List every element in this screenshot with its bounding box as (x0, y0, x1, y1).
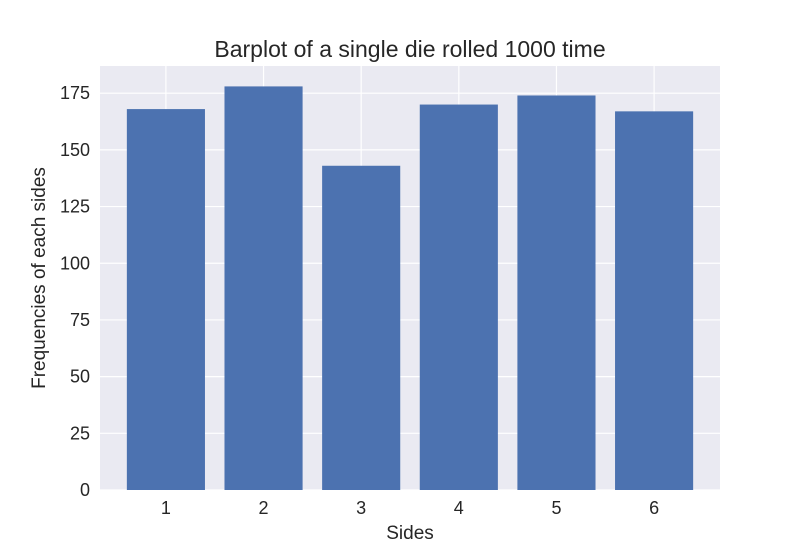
y-tick-label: 150 (60, 140, 90, 160)
y-tick-label: 100 (60, 253, 90, 273)
x-tick-label: 5 (551, 498, 561, 518)
y-tick-label: 75 (70, 310, 90, 330)
y-axis-ticks: 0 25 50 75 100 125 150 175 (60, 83, 90, 500)
bar-side-2 (224, 86, 303, 490)
bar-side-1 (126, 109, 205, 491)
chart-title: Barplot of a single die rolled 1000 time (214, 36, 605, 62)
bar-side-4 (419, 104, 498, 490)
bars (126, 86, 694, 491)
y-tick-label: 50 (70, 367, 90, 387)
x-axis-label: Sides (386, 523, 434, 544)
x-tick-label: 2 (259, 498, 269, 518)
x-axis-ticks: 1 2 3 4 5 6 (161, 498, 659, 518)
x-tick-label: 4 (454, 498, 464, 518)
x-tick-label: 6 (649, 498, 659, 518)
y-tick-label: 0 (80, 480, 90, 500)
x-tick-label: 3 (356, 498, 366, 518)
bar-side-6 (615, 111, 694, 490)
bar-side-5 (517, 95, 596, 490)
y-axis-label: Frequencies of each sides (29, 167, 50, 389)
y-tick-label: 25 (70, 423, 90, 443)
bar-side-3 (322, 165, 401, 490)
x-tick-label: 1 (161, 498, 171, 518)
y-tick-label: 175 (60, 83, 90, 103)
y-tick-label: 125 (60, 197, 90, 217)
